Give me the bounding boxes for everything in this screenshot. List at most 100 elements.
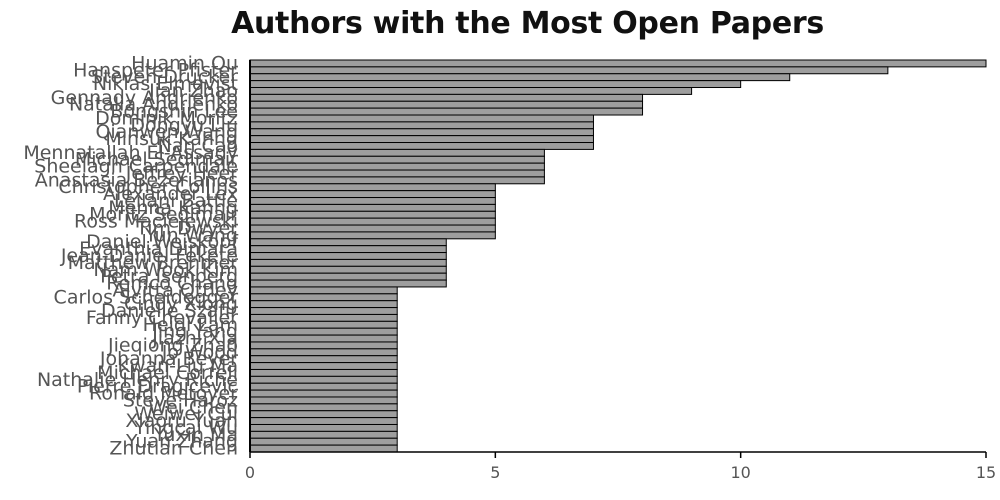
bar (249, 437, 398, 446)
category-label: Danielle Szafir (101, 300, 238, 322)
category-label: Jo Wood (161, 341, 238, 363)
category-label: Daniel Weiskopf (86, 231, 239, 253)
bar (249, 100, 644, 109)
bar (249, 148, 545, 157)
bar (249, 396, 398, 405)
category-label: Nathalie Henry Riche (37, 369, 238, 391)
bar (249, 107, 644, 116)
bar (249, 128, 594, 137)
category-label: Michael Correll (97, 362, 238, 384)
bar (249, 286, 398, 295)
bar (249, 93, 644, 102)
bar (249, 176, 545, 185)
category-label: Jing Yang (151, 321, 238, 343)
x-tick-label: 5 (490, 463, 500, 482)
bar (249, 410, 398, 419)
category-label: Yingcai Wu (133, 417, 238, 439)
bars-layer (249, 59, 987, 453)
category-label: Jieqiong Zhao (107, 334, 238, 356)
bar (249, 355, 398, 364)
bar (249, 382, 398, 391)
category-label: Anastasia Bezerianos (35, 169, 238, 191)
bar (249, 80, 742, 89)
bar (249, 313, 398, 322)
category-label: Jian Zhao (148, 80, 238, 102)
category-label: Ross Maciejewski (74, 211, 238, 233)
bar (249, 59, 987, 68)
bar (249, 73, 791, 82)
bar (249, 155, 545, 164)
bar (249, 265, 447, 274)
category-label: Dongyu Liu (130, 114, 238, 136)
category-label: Carlos Scheidegger (54, 286, 239, 308)
bar (249, 258, 447, 267)
category-label: Jiazhi Xia (151, 328, 238, 350)
category-label: Natalia Andrienko (69, 94, 238, 116)
category-label: Remco Chang (106, 273, 238, 295)
category-label: Mennatallah El-Assady (23, 142, 238, 164)
bar (249, 238, 447, 247)
bar (249, 320, 398, 329)
category-label: Alexander Lex (103, 183, 238, 205)
bar (249, 217, 496, 226)
category-label: Zhutian Chen (109, 438, 238, 460)
category-label: Yuxin Ma (153, 424, 238, 446)
bar (249, 272, 447, 281)
category-label: Heidi Lam (143, 314, 238, 336)
category-label: Gennady Andrienko (51, 87, 238, 109)
category-label: Weiwei Cui (134, 403, 238, 425)
bar (249, 231, 496, 240)
bar (249, 348, 398, 357)
chart-title: Authors with the Most Open Papers (231, 6, 824, 41)
category-label: Fanny Chevalier (86, 307, 238, 329)
bar (249, 66, 889, 75)
bar (249, 203, 496, 212)
bar (249, 114, 594, 123)
bar (249, 403, 398, 412)
category-label: Moritz Sedlmair (89, 204, 238, 226)
bar (249, 121, 594, 130)
category-label: Bongshin Lee (110, 101, 238, 123)
category-label: Petra Isenberg (100, 266, 238, 288)
category-label: Yun Wang (144, 224, 238, 246)
bar (249, 417, 398, 425)
bar (249, 362, 398, 370)
category-label: Michael Sedlmair (75, 149, 238, 171)
bar (249, 162, 545, 171)
category-label: Huamin Qu (131, 52, 238, 74)
bar (249, 190, 496, 199)
bar (249, 245, 447, 254)
category-label: Steve Haroz (123, 389, 238, 411)
category-label: Johanna Beyer (99, 348, 238, 370)
category-label: Cindy Xiong (124, 293, 238, 315)
bar (249, 423, 398, 432)
bar (249, 389, 398, 398)
category-label: Nan Cao (158, 135, 238, 157)
x-tick-label: 0 (245, 463, 255, 482)
x-axis: 0 5 10 15 (245, 60, 996, 482)
category-label: Steven Drucker (91, 66, 238, 88)
category-label: Jean-Daniel Fekete (60, 245, 238, 267)
category-label: Leilani Battle (114, 190, 238, 212)
category-label: Wei Chen (148, 396, 238, 418)
bar (249, 307, 398, 315)
bar (249, 444, 398, 453)
bar (249, 252, 447, 260)
category-label: Nam Wook Kim (93, 259, 238, 281)
category-label: Ronald Metoyer (89, 383, 238, 405)
category-label: Sheelagh Carpendale (34, 156, 238, 178)
category-label: Minsuk Kahng (105, 128, 238, 150)
category-label: Matthew Brehmer (68, 252, 239, 274)
category-label: Tim Dwyer (135, 217, 238, 239)
bar (249, 327, 398, 336)
bar (249, 300, 398, 309)
category-label: Hanspeter Pfister (73, 59, 238, 81)
category-label: Christopher Collins (58, 176, 238, 198)
bar (249, 375, 398, 384)
category-label: Yuan Zhang (125, 431, 238, 453)
category-label: Dominik Moritz (95, 107, 238, 129)
bar (249, 293, 398, 302)
bar (249, 135, 594, 144)
